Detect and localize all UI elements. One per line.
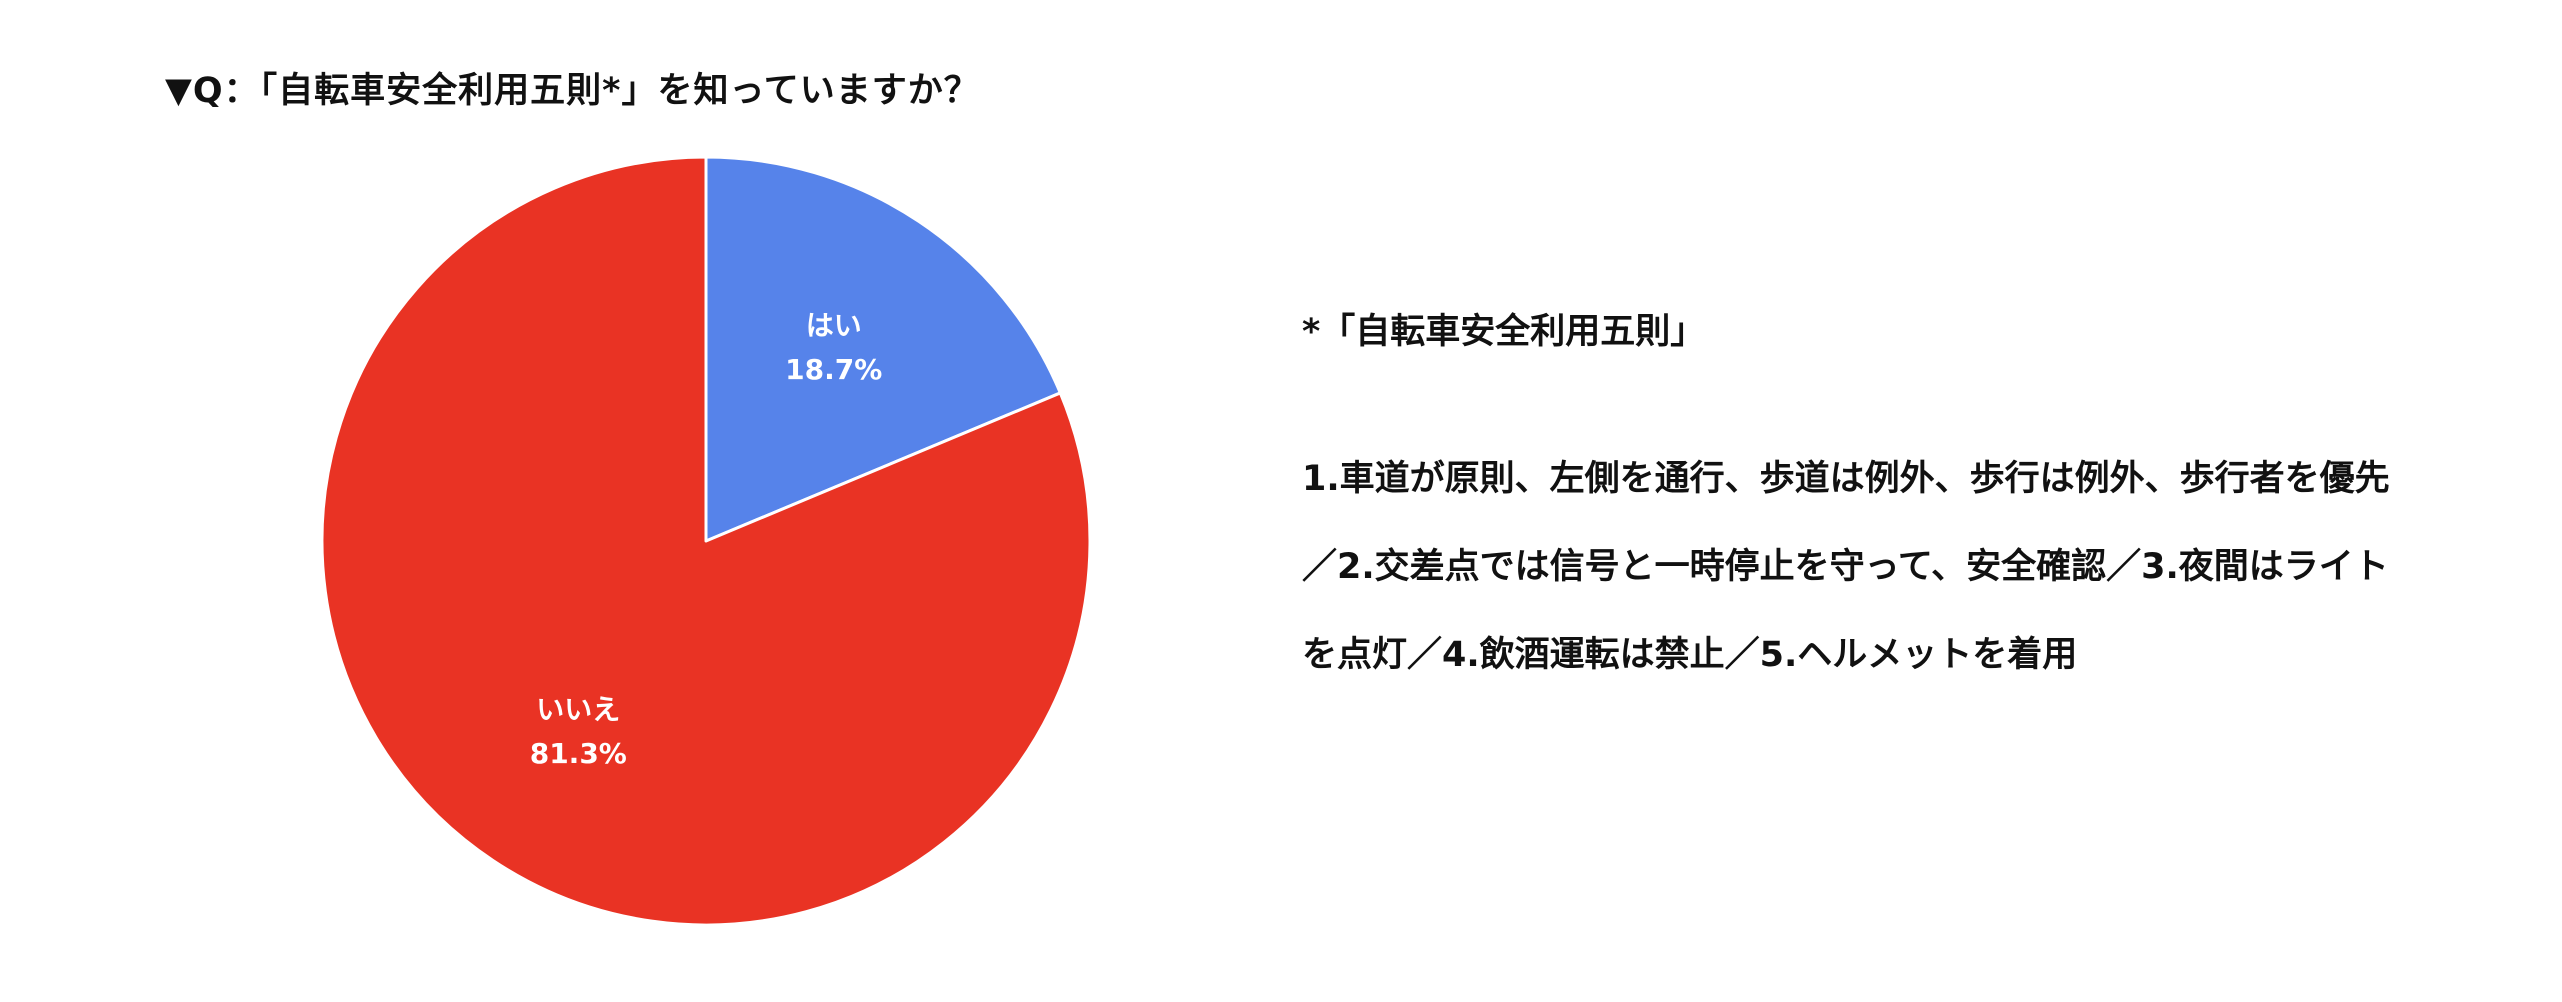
- footnote: *「自転車安全利用五則」 1.車道が原則、左側を通行、歩道は例外、歩行は例外、歩…: [1302, 310, 2422, 699]
- slice-value-no: 81.3%: [530, 737, 627, 770]
- pie-slice-yes: [704, 155, 1062, 543]
- footnote-body: 1.車道が原則、左側を通行、歩道は例外、歩行は例外、歩行者を優先／2.交差点では…: [1302, 459, 2390, 675]
- slice-label-yes: はい: [806, 309, 862, 342]
- pie-chart-svg: はい 18.7% いいえ 81.3%: [320, 155, 1092, 927]
- pie-slice-no: [320, 155, 1092, 927]
- slice-label-no: いいえ: [536, 693, 620, 726]
- footnote-heading: *「自転車安全利用五則」: [1302, 312, 1706, 352]
- slice-labels: はい 18.7% いいえ 81.3%: [530, 309, 883, 770]
- chart-title: ▼Q：「自転車安全利用五則*」を知っていますか？: [165, 71, 980, 111]
- pie-chart: はい 18.7% いいえ 81.3%: [0, 0, 1250, 1002]
- slice-value-yes: 18.7%: [785, 353, 882, 386]
